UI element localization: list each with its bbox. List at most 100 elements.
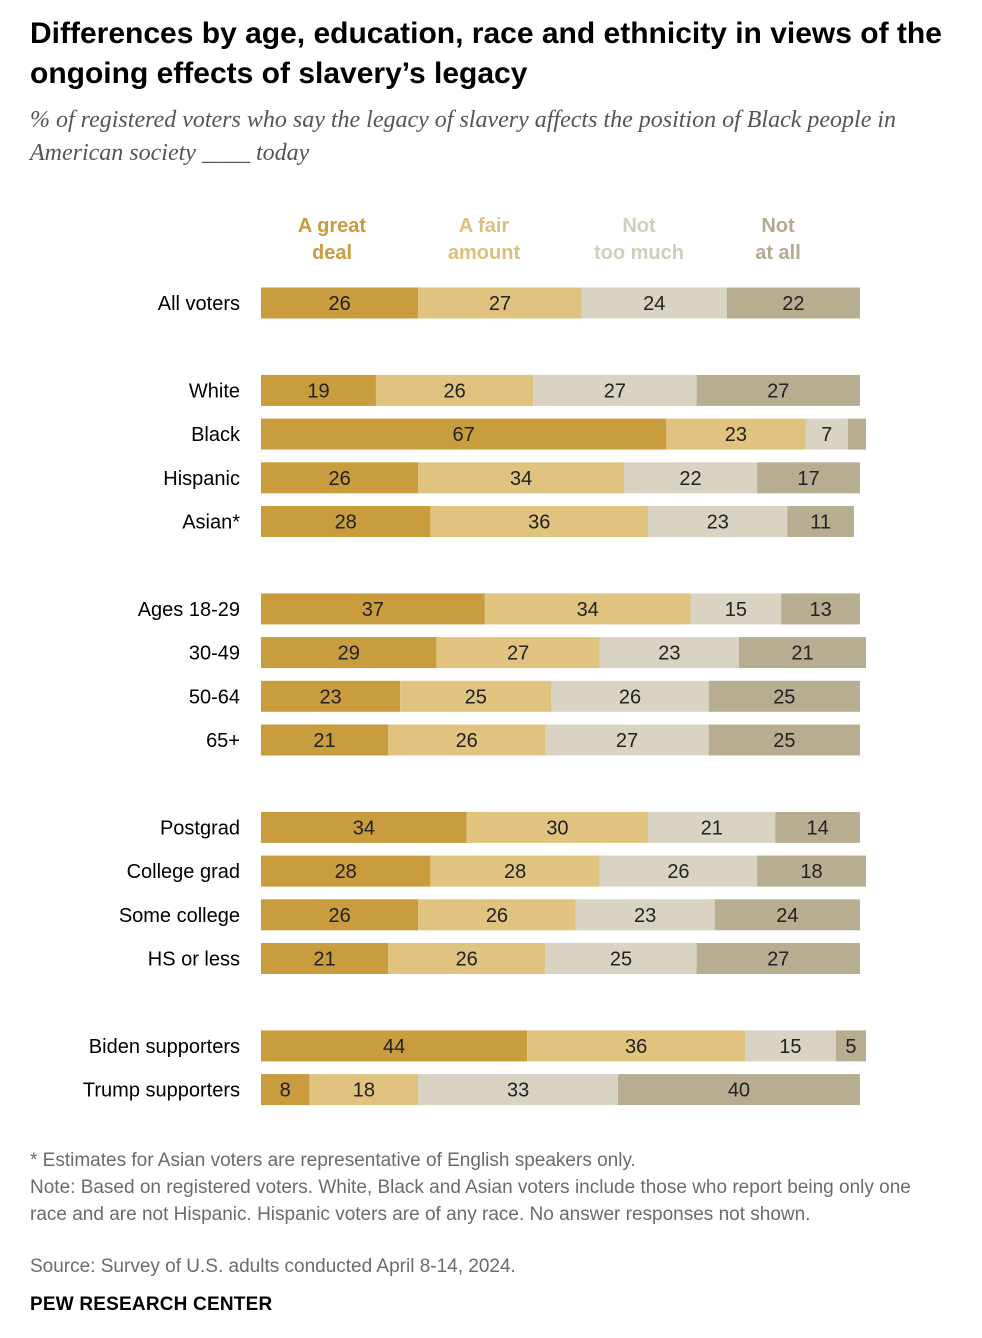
bar-segment-trump-supporters-fair-amount	[309, 1074, 419, 1106]
data-label-white-not-at-all: 27	[767, 380, 789, 402]
data-label-hispanic-fair-amount: 34	[510, 468, 532, 490]
bar-segment-trump-supporters-great-deal	[261, 1074, 310, 1106]
bar-segment-asian-fair-amount	[430, 506, 649, 537]
data-label-hispanic-great-deal: 26	[329, 468, 351, 490]
bar-segment-biden-supporters-not-too-much	[745, 1030, 836, 1062]
row-label-biden-supporters: Biden supporters	[89, 1036, 240, 1058]
bar-segment-some-college-fair-amount	[418, 899, 576, 931]
data-label-asian-great-deal: 28	[335, 512, 357, 534]
data-label-30-49-great-deal: 29	[338, 643, 360, 665]
bar-segment-trump-supporters-not-at-all	[617, 1074, 860, 1106]
row-label-postgrad: Postgrad	[160, 817, 240, 839]
data-label-trump-supporters-not-too-much: 33	[507, 1080, 529, 1102]
row-label-hs-or-less: HS or less	[148, 949, 240, 971]
row-label-black: Black	[191, 424, 241, 446]
data-label-some-college-great-deal: 26	[329, 905, 351, 927]
bar-segment-hs-or-less-fair-amount	[388, 943, 546, 974]
data-label-postgrad-not-too-much: 21	[701, 817, 723, 839]
legend-header-not-too-much: Not	[622, 215, 656, 237]
legend-header-not-too-much: too much	[594, 242, 684, 264]
footnote-asterisk: * Estimates for Asian voters are represe…	[30, 1150, 636, 1171]
data-label-ages-18-29-not-at-all: 13	[810, 599, 832, 621]
data-label-postgrad-not-at-all: 14	[806, 817, 828, 839]
data-label-some-college-fair-amount: 26	[486, 905, 508, 927]
data-label-hispanic-not-at-all: 17	[797, 468, 819, 490]
bar-segment-65-great-deal	[261, 724, 389, 756]
data-label-50-64-great-deal: 23	[319, 686, 341, 708]
data-label-postgrad-great-deal: 34	[353, 817, 375, 839]
bar-segment-white-great-deal	[261, 374, 376, 406]
data-label-trump-supporters-not-at-all: 40	[728, 1080, 750, 1102]
data-label-30-49-not-too-much: 23	[658, 643, 680, 665]
bar-segment-biden-supporters-fair-amount	[527, 1030, 745, 1062]
bar-segment-50-64-great-deal	[261, 680, 401, 712]
data-label-postgrad-fair-amount: 30	[546, 817, 568, 839]
data-label-30-49-fair-amount: 27	[507, 643, 529, 665]
bar-segment-65-not-at-all	[708, 724, 860, 756]
data-label-biden-supporters-great-deal: 44	[383, 1036, 405, 1058]
data-label-all-voters-great-deal: 26	[329, 293, 351, 315]
row-label-50-64: 50-64	[189, 686, 240, 708]
chart-title: Differences by age, education, race and …	[30, 17, 942, 90]
bar-segment-postgrad-great-deal	[261, 811, 467, 843]
data-label-trump-supporters-great-deal: 8	[280, 1080, 291, 1102]
row-label-some-college: Some college	[119, 905, 240, 927]
data-label-65-not-at-all: 25	[773, 730, 795, 752]
legend-header-a-great-deal: deal	[312, 242, 352, 264]
chart-subtitle: % of registered voters who say the legac…	[30, 107, 897, 166]
bar-segment-65-fair-amount	[388, 724, 546, 756]
bar-segment-65-not-too-much	[545, 724, 709, 756]
bar-segment-black-not-at-all	[847, 418, 866, 450]
row-label-trump-supporters: Trump supporters	[83, 1080, 240, 1102]
data-label-biden-supporters-not-at-all: 5	[845, 1036, 856, 1058]
data-label-ages-18-29-great-deal: 37	[362, 599, 384, 621]
bar-segment-black-great-deal	[261, 418, 667, 450]
bar-segment-white-fair-amount	[375, 374, 534, 406]
data-label-biden-supporters-not-too-much: 15	[779, 1036, 801, 1058]
row-label-white: White	[189, 380, 240, 402]
bar-segment-50-64-not-too-much	[551, 680, 709, 712]
data-label-white-fair-amount: 26	[443, 380, 465, 402]
row-label-asian: Asian*	[182, 512, 240, 534]
bar-segment-hs-or-less-great-deal	[261, 943, 389, 974]
data-label-65-not-too-much: 27	[616, 730, 638, 752]
row-label-30-49: 30-49	[189, 643, 240, 665]
bar-segment-hispanic-great-deal	[261, 462, 419, 494]
bar-segment-30-49-great-deal	[261, 637, 437, 669]
legend-header-a-great-deal: A great	[298, 215, 367, 237]
data-label-all-voters-fair-amount: 27	[489, 293, 511, 315]
data-label-30-49-not-at-all: 21	[791, 643, 813, 665]
bar-segment-college-grad-fair-amount	[430, 855, 600, 887]
data-label-hispanic-not-too-much: 22	[679, 468, 701, 490]
bar-segment-biden-supporters-not-at-all	[835, 1030, 866, 1062]
bar-segment-ages-18-29-not-too-much	[690, 593, 782, 625]
data-label-ages-18-29-fair-amount: 34	[577, 599, 599, 621]
bar-segment-postgrad-not-too-much	[648, 811, 776, 843]
legend-header-a-fair-amount: A fair	[459, 215, 510, 237]
data-label-65-fair-amount: 26	[456, 730, 478, 752]
bar-segment-asian-not-too-much	[648, 506, 788, 537]
bar-segment-30-49-not-too-much	[599, 637, 739, 669]
data-label-some-college-not-too-much: 23	[634, 905, 656, 927]
bar-segment-ages-18-29-great-deal	[261, 593, 485, 625]
bar-segment-30-49-not-at-all	[738, 637, 866, 669]
bar-segment-all-voters-great-deal	[261, 287, 419, 319]
data-label-asian-not-too-much: 23	[707, 512, 729, 534]
organization-credit: PEW RESEARCH CENTER	[30, 1294, 273, 1315]
data-label-black-not-too-much: 7	[821, 424, 832, 446]
data-label-asian-fair-amount: 36	[528, 512, 550, 534]
bar-segment-college-grad-not-too-much	[599, 855, 758, 887]
bar-segment-hs-or-less-not-at-all	[696, 943, 860, 974]
bar-segment-ages-18-29-fair-amount	[484, 593, 691, 625]
footnote-source: Source: Survey of U.S. adults conducted …	[30, 1256, 516, 1277]
data-label-50-64-fair-amount: 25	[465, 686, 487, 708]
data-label-black-fair-amount: 23	[725, 424, 747, 446]
data-label-some-college-not-at-all: 24	[776, 905, 798, 927]
bar-segment-50-64-not-at-all	[708, 680, 860, 712]
bar-segment-hispanic-fair-amount	[418, 462, 624, 494]
data-label-college-grad-great-deal: 28	[335, 861, 357, 883]
bar-segment-hispanic-not-at-all	[757, 462, 860, 494]
data-label-black-great-deal: 67	[453, 424, 475, 446]
bar-segment-black-fair-amount	[666, 418, 806, 450]
data-label-asian-not-at-all: 11	[810, 512, 831, 534]
